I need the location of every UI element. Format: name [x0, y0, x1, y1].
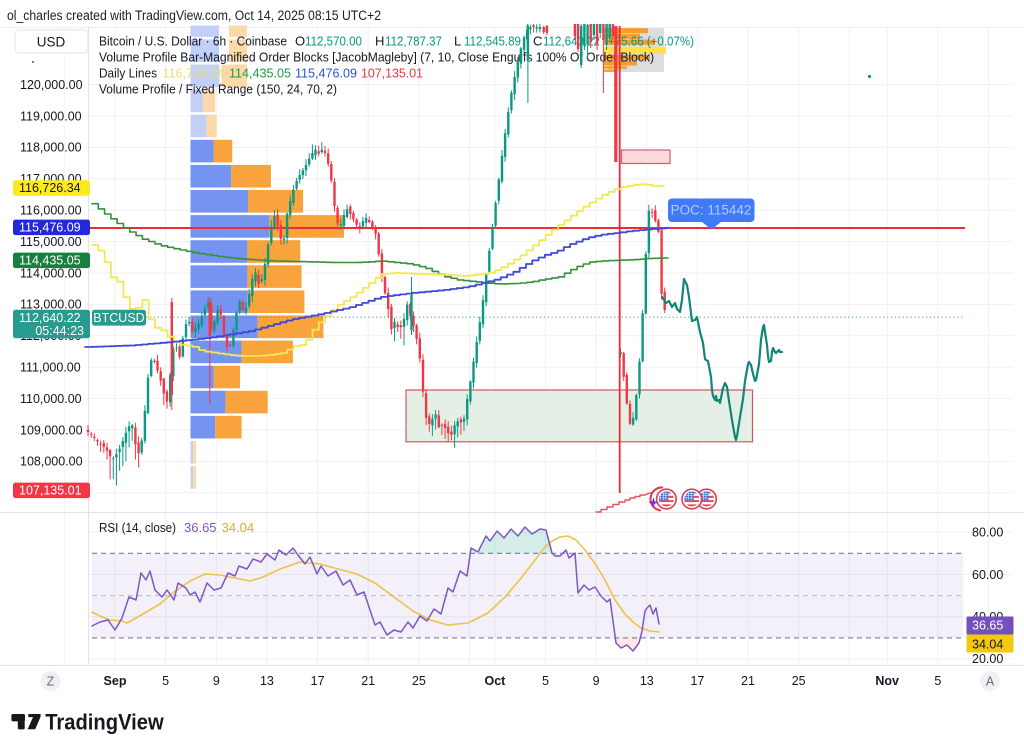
svg-text:20.00: 20.00 — [972, 652, 1003, 666]
svg-text:H: H — [375, 34, 384, 49]
svg-text:9: 9 — [593, 674, 600, 688]
svg-text:Volume Profile / Fixed Range (: Volume Profile / Fixed Range (150, 24, 7… — [99, 82, 337, 97]
svg-text:Bitcoin / U.S. Dollar · 6h · C: Bitcoin / U.S. Dollar · 6h · Coinbase — [99, 34, 287, 49]
svg-text:Oct: Oct — [484, 674, 506, 688]
svg-text:107,135.01: 107,135.01 — [19, 484, 82, 498]
svg-text:34.04: 34.04 — [222, 520, 255, 535]
svg-text:05:44:23: 05:44:23 — [35, 324, 84, 338]
svg-text:112,570.00: 112,570.00 — [305, 34, 362, 49]
svg-text:109,000.00: 109,000.00 — [20, 423, 83, 437]
svg-text:36.65: 36.65 — [972, 619, 1003, 633]
svg-text:USD: USD — [37, 35, 66, 50]
svg-text:POC: 115442: POC: 115442 — [671, 203, 752, 218]
svg-text:17: 17 — [690, 674, 704, 688]
svg-text:BTCUSD: BTCUSD — [93, 311, 144, 325]
svg-text:13: 13 — [640, 674, 654, 688]
svg-text:110,000.00: 110,000.00 — [20, 392, 82, 406]
svg-text:21: 21 — [741, 674, 755, 688]
svg-text:112,787.37: 112,787.37 — [385, 34, 442, 49]
svg-text:116,000.00: 116,000.00 — [20, 204, 82, 218]
svg-text:114,435.05: 114,435.05 — [19, 254, 81, 268]
svg-text:120,000.00: 120,000.00 — [20, 78, 83, 92]
svg-text:TradingView: TradingView — [45, 710, 164, 735]
svg-text:115,000.00: 115,000.00 — [20, 235, 82, 249]
svg-text:+75.66 (+0.07%): +75.66 (+0.07%) — [608, 34, 694, 49]
svg-text:107,135.01: 107,135.01 — [361, 66, 423, 81]
svg-text:111,000.00: 111,000.00 — [20, 361, 81, 375]
svg-text:116,726.34: 116,726.34 — [163, 66, 225, 81]
svg-text:112,545.89: 112,545.89 — [464, 34, 521, 49]
svg-text:RSI (14, close): RSI (14, close) — [99, 520, 176, 535]
svg-text:114,000.00: 114,000.00 — [20, 266, 82, 280]
svg-text:9: 9 — [213, 674, 220, 688]
svg-text:108,000.00: 108,000.00 — [20, 455, 83, 469]
svg-text:60.00: 60.00 — [972, 568, 1003, 582]
svg-text:114,435.05: 114,435.05 — [229, 66, 291, 81]
svg-text:Sep: Sep — [104, 674, 127, 688]
svg-text:13: 13 — [260, 674, 274, 688]
svg-text:ol_charles created with Tradin: ol_charles created with TradingView.com,… — [7, 8, 381, 23]
svg-text:112,640.22: 112,640.22 — [543, 34, 600, 49]
svg-text:115,476.09: 115,476.09 — [295, 66, 357, 81]
svg-text:113,000.00: 113,000.00 — [20, 298, 82, 312]
svg-text:5: 5 — [934, 674, 941, 688]
svg-text:Z: Z — [47, 675, 55, 689]
svg-text:36.65: 36.65 — [184, 520, 217, 535]
svg-text:118,000.00: 118,000.00 — [20, 141, 82, 155]
svg-text:115,476.09: 115,476.09 — [19, 221, 81, 235]
svg-text:Nov: Nov — [875, 674, 899, 688]
svg-text:L: L — [454, 34, 461, 49]
svg-text:Daily Lines: Daily Lines — [99, 66, 157, 81]
svg-text:112,640.22: 112,640.22 — [19, 311, 81, 325]
svg-text:5: 5 — [542, 674, 549, 688]
svg-text:25: 25 — [792, 674, 806, 688]
svg-text:17: 17 — [311, 674, 325, 688]
svg-text:116,726.34: 116,726.34 — [19, 181, 81, 195]
svg-text:21: 21 — [361, 674, 375, 688]
svg-text:5: 5 — [162, 674, 169, 688]
svg-text:119,000.00: 119,000.00 — [20, 109, 82, 123]
svg-text:34.04: 34.04 — [972, 638, 1003, 652]
svg-text:O: O — [295, 34, 305, 49]
svg-text:80.00: 80.00 — [972, 526, 1003, 540]
svg-text:25: 25 — [412, 674, 426, 688]
svg-text:A: A — [986, 675, 995, 689]
svg-text:Volume Profile Bar-Magnified O: Volume Profile Bar-Magnified Order Block… — [99, 50, 654, 65]
svg-text:C: C — [533, 34, 542, 49]
